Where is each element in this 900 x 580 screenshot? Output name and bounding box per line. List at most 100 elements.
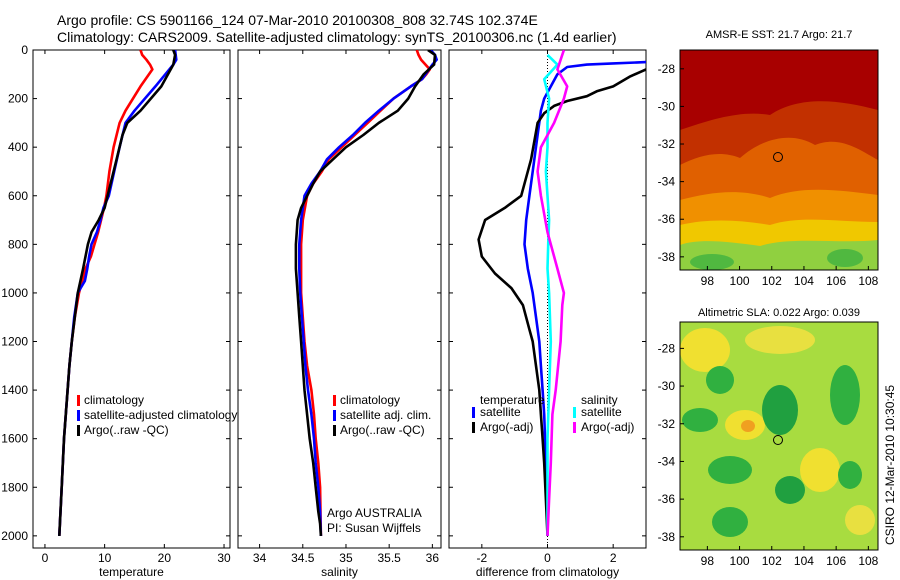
y-tick-label: 400 — [8, 140, 28, 154]
sst-green-patch — [690, 254, 734, 270]
annotation-line: PI: Susan Wijffels — [327, 521, 421, 535]
annotation-line: Argo AUSTRALIA — [327, 506, 422, 520]
map-x-tick-label: 102 — [762, 554, 782, 568]
map-x-tick-label: 102 — [762, 274, 782, 288]
series-line — [58, 50, 177, 536]
sst-map-title: AMSR-E SST: 21.7 Argo: 21.7 — [706, 29, 853, 41]
title-line-2: Climatology: CARS2009. Satellite-adjuste… — [57, 29, 617, 45]
series-group — [294, 50, 439, 536]
map-x-tick-label: 98 — [701, 554, 715, 568]
sla-map-frame — [679, 321, 879, 551]
y-tick-label: 800 — [8, 237, 28, 251]
sst-argo-marker — [773, 152, 783, 162]
sla-green-blob — [838, 461, 862, 489]
map-x-tick-label: 98 — [701, 274, 715, 288]
x-tick-label: -2 — [476, 551, 487, 565]
legend-swatch — [472, 407, 475, 418]
y-tick-label: 1200 — [1, 335, 28, 349]
series-line — [536, 50, 569, 536]
sst-map-frame — [679, 49, 879, 271]
title-line-1: Argo profile: CS 5901166_124 07-Mar-2010… — [57, 12, 538, 28]
legend-swatch — [573, 407, 576, 418]
sla-green-blob — [775, 476, 805, 504]
map-x-tick-label: 106 — [826, 554, 846, 568]
sst-map-axes: 98 100 102 104 106 108 -28 -30 -32 -34 -36 -38 — [658, 62, 879, 288]
map-x-tick-label: 100 — [730, 554, 750, 568]
series-group — [58, 50, 178, 536]
map-y-tick-label: -32 — [658, 137, 676, 151]
legend-label: satellite-adjusted climatology — [84, 408, 237, 422]
legend-label: Argo(..raw -QC) — [340, 423, 425, 437]
legend-swatch — [77, 410, 80, 421]
legend-swatch — [573, 422, 576, 433]
map-y-tick-label: -34 — [658, 454, 676, 468]
sla-map-title: Altimetric SLA: 0.022 Argo: 0.039 — [698, 307, 860, 319]
map-x-tick-label: 108 — [858, 274, 878, 288]
x-tick-label: 35.5 — [377, 551, 401, 565]
map-y-tick-label: -28 — [658, 62, 676, 76]
map-y-tick-label: -30 — [658, 379, 676, 393]
x-axis-label: difference from climatology — [476, 565, 619, 579]
x-tick-label: 36 — [426, 551, 440, 565]
legend-swatch — [333, 410, 336, 421]
sla-green-blob — [712, 507, 748, 537]
legend-label: satellite — [581, 405, 622, 419]
x-tick-label: 2 — [610, 551, 617, 565]
legend-swatch — [77, 395, 80, 406]
y-tick-label: 1600 — [1, 432, 28, 446]
series-line — [297, 50, 439, 536]
sla-yellow-blob — [845, 505, 875, 535]
legend-label: climatology — [84, 393, 144, 407]
map-y-tick-label: -28 — [658, 341, 676, 355]
x-tick-label: 35 — [339, 551, 353, 565]
sla-green-blob — [830, 365, 860, 425]
sla-orange-spot — [741, 420, 755, 432]
sla-green-blob — [762, 385, 798, 435]
legend-label: Argo(-adj) — [581, 420, 634, 434]
map-y-tick-label: -32 — [658, 417, 676, 431]
series-group — [477, 50, 646, 536]
y-tick-label: 600 — [8, 189, 28, 203]
legend-group-title: salinity — [581, 393, 618, 407]
temperature-panel: 0 10 20 30 temperature 0 200 400 600 800 1000 1200 1… — [1, 43, 237, 579]
x-tick-label: 34 — [253, 551, 267, 565]
map-y-tick-label: -38 — [658, 530, 676, 544]
sla-yellow-blob — [800, 448, 840, 492]
series-line — [542, 53, 559, 536]
legend-swatch — [333, 395, 336, 406]
y-tick-label: 1800 — [1, 480, 28, 494]
x-tick-label: 0 — [42, 551, 49, 565]
plot-frame — [32, 49, 231, 549]
x-tick-label: 10 — [98, 551, 112, 565]
sla-green-blob — [706, 366, 734, 394]
sla-argo-marker — [773, 435, 783, 445]
y-tick-label: 1400 — [1, 383, 28, 397]
map-y-tick-label: -34 — [658, 175, 676, 189]
x-tick-label: 0 — [544, 551, 551, 565]
sla-yellow-blob — [745, 326, 815, 354]
y-tick-label: 2000 — [1, 529, 28, 543]
sla-yellow-blob — [680, 328, 730, 372]
x-tick-label: 30 — [217, 551, 231, 565]
y-tick-label: 1000 — [1, 286, 28, 300]
map-x-tick-label: 108 — [858, 554, 878, 568]
legend-label: Argo(..raw -QC) — [84, 423, 169, 437]
legend-label: Argo(-adj) — [480, 420, 533, 434]
map-y-tick-label: -36 — [658, 492, 676, 506]
map-x-tick-label: 104 — [794, 554, 814, 568]
sla-map-axes: 98 100 102 104 106 108 -28 -30 -32 -34 -36 -38 — [658, 341, 879, 568]
map-y-tick-label: -38 — [658, 250, 676, 264]
salinity-panel: 34 34.5 35 35.5 36 salinity climatologysatelli… — [237, 49, 442, 579]
legend-swatch — [77, 425, 80, 436]
legend-label: climatology — [340, 393, 400, 407]
x-tick-label: 20 — [158, 551, 172, 565]
legend-swatch — [333, 425, 336, 436]
y-tick-label: 200 — [8, 92, 28, 106]
series-line — [477, 68, 646, 536]
x-tick-label: 34.5 — [291, 551, 315, 565]
legend-group-title: temperature — [480, 393, 545, 407]
x-axis-label: temperature — [99, 565, 164, 579]
legend-label: satellite adj. clim. — [340, 408, 431, 422]
